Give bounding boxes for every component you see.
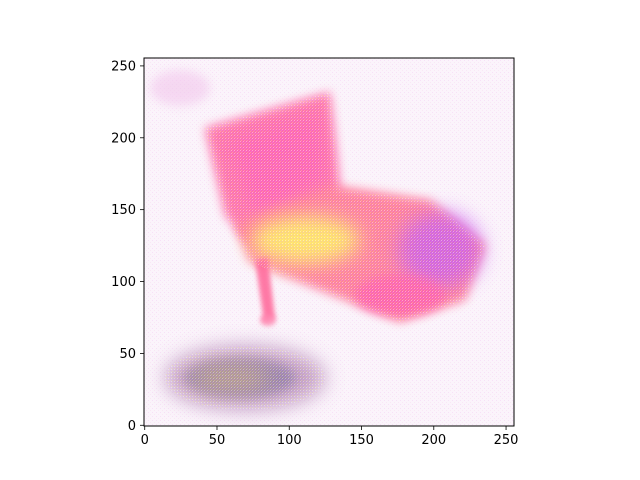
y-tick-label: 200 [111,131,136,146]
faint-smudge [150,70,210,106]
leg-foot [260,314,276,326]
x-tick-label: 250 [494,433,519,448]
x-tick-label: 100 [277,433,302,448]
shadow-blob [165,346,325,410]
y-tick-label: 0 [128,419,136,434]
x-tick-label: 150 [349,433,374,448]
x-tick-label: 200 [421,433,446,448]
chair [205,92,485,326]
y-axis: 0 50 100 150 200 250 [111,59,144,434]
y-tick-label: 250 [111,59,136,74]
x-axis: 0 50 100 150 200 250 [141,426,519,448]
axes-frame [143,57,515,427]
chair-leg [255,258,275,322]
y-tick-label: 100 [111,275,136,290]
y-tick-label: 150 [111,203,136,218]
x-tick-label: 0 [141,433,149,448]
x-tick-label: 50 [209,433,226,448]
image-area [144,58,514,426]
chair-texture [205,92,485,322]
y-tick-label: 50 [119,347,136,362]
